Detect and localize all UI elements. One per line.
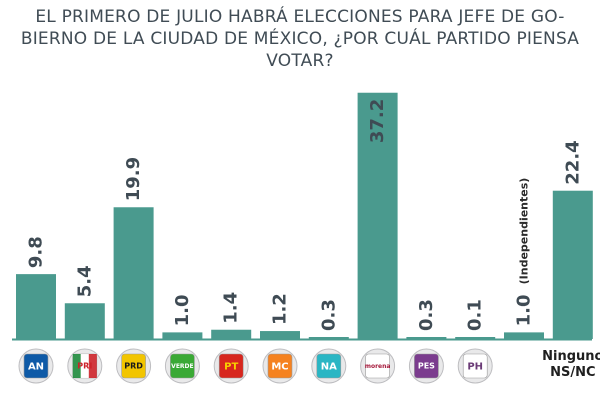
svg-text:PRD: PRD	[124, 362, 143, 371]
value-label-independientes: 1.0	[514, 294, 535, 326]
pt-logo-icon: PT	[213, 348, 249, 384]
bar-ph	[455, 337, 496, 339]
bar-ninguno-ns-nc	[552, 190, 593, 339]
chart-title-line: BIERNO DE LA CIUDAD DE MÉXICO, ¿POR CUÁL…	[20, 29, 580, 49]
bar-pvem	[162, 332, 203, 339]
svg-text:AN: AN	[28, 361, 44, 372]
value-label-pes: 0.3	[416, 299, 437, 331]
bar-mc	[260, 331, 300, 339]
bar-pes	[406, 337, 447, 339]
prd-logo-icon: PRD	[116, 348, 152, 384]
value-label-prd: 19.9	[123, 157, 144, 201]
pvem-logo-icon: VERDE	[164, 348, 200, 384]
svg-text:PH: PH	[467, 361, 483, 372]
morena-logo-icon: morena	[360, 348, 396, 384]
bar-morena	[357, 92, 398, 340]
value-label-pvem: 1.0	[172, 294, 193, 326]
value-label-mc: 1.2	[270, 293, 291, 325]
value-label-pan: 9.8	[26, 236, 47, 268]
value-label-ninguno-ns-nc: 22.4	[562, 140, 583, 184]
chart-title-line: EL PRIMERO DE JULIO HABRÁ ELECCIONES PAR…	[35, 7, 565, 27]
svg-text:PT: PT	[224, 361, 238, 372]
value-label-morena: 37.2	[367, 99, 388, 143]
chart-title: EL PRIMERO DE JULIO HABRÁ ELECCIONES PAR…	[10, 6, 590, 72]
svg-text:VERDE: VERDE	[171, 363, 193, 370]
pan-logo-icon: AN	[18, 348, 54, 384]
category-label-ninguno-ns-nc: Ninguno	[542, 349, 600, 364]
bars-layer	[16, 92, 593, 340]
value-label-pri: 5.4	[74, 265, 95, 297]
svg-text:morena: morena	[365, 363, 391, 370]
value-label-na: 0.3	[318, 299, 339, 331]
svg-text:NA: NA	[321, 361, 337, 372]
na-logo-icon: NA	[311, 348, 347, 384]
bar-prd	[113, 207, 154, 339]
bar-na	[308, 337, 349, 339]
bar-independientes	[504, 332, 544, 339]
bar-pan	[16, 274, 56, 339]
annotation-independientes: (Independientes)	[518, 178, 531, 285]
value-label-ph: 0.1	[465, 299, 486, 331]
svg-text:PRI: PRI	[77, 362, 92, 371]
mc-logo-icon: MC	[262, 348, 298, 384]
category-label-ninguno-ns-nc: NS/NC	[550, 365, 595, 380]
bar-pt	[211, 329, 252, 339]
chart-title-line: VOTAR?	[266, 51, 334, 71]
svg-text:MC: MC	[271, 361, 288, 372]
ph-logo-icon: PH	[457, 348, 493, 384]
pes-logo-icon: PES	[408, 348, 444, 384]
value-labels-layer: 9.8 5.4 19.9 1.0 1.4 1.2 0.3 37.2 0.3 0.1 1.0 22.4 (…	[26, 99, 584, 331]
svg-text:PES: PES	[418, 362, 435, 371]
value-label-pt: 1.4	[221, 292, 242, 324]
pri-logo-icon: PRI	[67, 348, 103, 384]
bar-pri	[64, 303, 105, 339]
